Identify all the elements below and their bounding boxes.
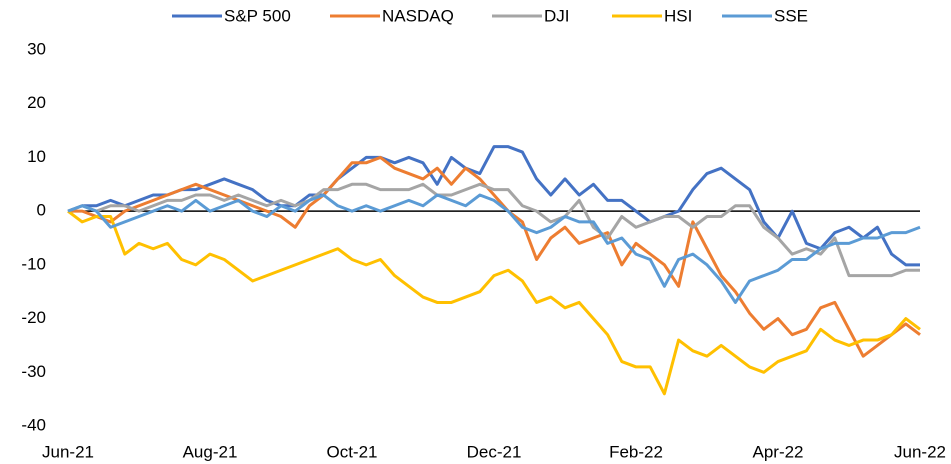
series-line bbox=[67, 209, 921, 396]
x-tick-label: Jun-22 bbox=[894, 442, 946, 461]
y-tick-label: 0 bbox=[37, 201, 46, 220]
legend-label: SSE bbox=[774, 6, 808, 25]
series-line bbox=[67, 182, 920, 278]
legend-label: HSI bbox=[664, 6, 692, 25]
x-tick-label: Oct-21 bbox=[326, 442, 377, 461]
series-line bbox=[68, 155, 921, 358]
y-tick-label: -40 bbox=[21, 415, 46, 434]
x-tick-label: Dec-21 bbox=[467, 442, 522, 461]
series-line bbox=[67, 145, 920, 267]
legend-label: NASDAQ bbox=[382, 6, 454, 25]
series-line bbox=[67, 193, 921, 304]
y-tick-label: 20 bbox=[27, 93, 46, 112]
x-tick-label: Aug-21 bbox=[183, 442, 238, 461]
y-tick-label: -10 bbox=[21, 254, 46, 273]
x-tick-label: Jun-21 bbox=[42, 442, 94, 461]
x-tick-label: Feb-22 bbox=[609, 442, 663, 461]
y-tick-label: -30 bbox=[21, 362, 46, 381]
y-tick-label: 10 bbox=[27, 147, 46, 166]
y-tick-label: -20 bbox=[21, 308, 46, 327]
y-tick-label: 30 bbox=[27, 39, 46, 58]
legend-label: S&P 500 bbox=[224, 6, 291, 25]
legend-label: DJI bbox=[544, 6, 570, 25]
x-tick-label: Apr-22 bbox=[752, 442, 803, 461]
